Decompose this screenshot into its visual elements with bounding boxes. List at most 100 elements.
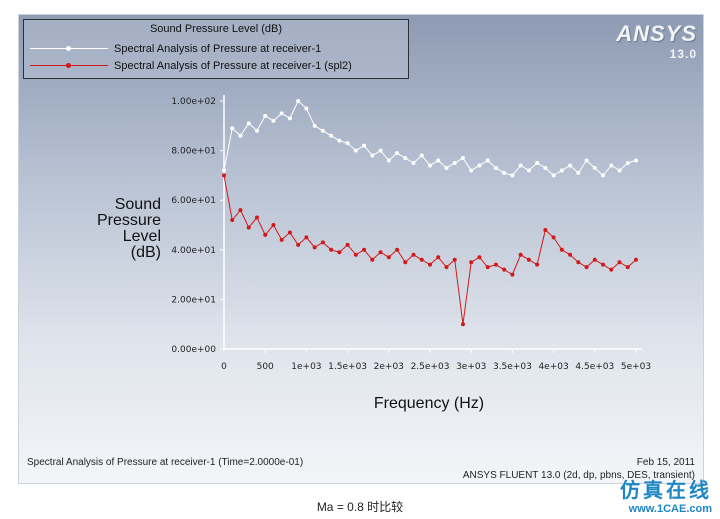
series-point-2 xyxy=(345,242,350,247)
x-tick-label: 3e+03 xyxy=(456,362,486,372)
series-point-1 xyxy=(510,173,515,178)
series-point-2 xyxy=(444,265,449,270)
series-point-1 xyxy=(345,141,350,146)
series-point-2 xyxy=(287,230,292,235)
series-point-1 xyxy=(287,116,292,121)
series-point-2 xyxy=(576,260,581,265)
series-point-1 xyxy=(568,163,573,168)
x-axis-label: Frequency (Hz) xyxy=(373,395,485,412)
series-point-1 xyxy=(551,173,556,178)
series-point-2 xyxy=(592,257,597,262)
series-point-2 xyxy=(460,322,465,327)
legend-label-series1: Spectral Analysis of Pressure at receive… xyxy=(114,43,322,55)
series-point-1 xyxy=(403,156,408,161)
series-point-1 xyxy=(337,138,342,143)
series-point-1 xyxy=(395,151,400,156)
series-point-2 xyxy=(320,240,325,245)
watermark-url: www.1CAE.com xyxy=(628,503,712,515)
legend-title: Sound Pressure Level (dB) xyxy=(149,23,283,35)
series-point-1 xyxy=(411,161,416,165)
series-point-2 xyxy=(436,255,441,260)
footer-date: Feb 15, 2011 xyxy=(636,457,695,468)
series-point-1 xyxy=(222,168,226,173)
series-point-2 xyxy=(296,242,301,247)
figure-caption: Ma = 0.8 时比较 xyxy=(316,500,404,514)
series-point-2 xyxy=(403,260,408,265)
series-point-1 xyxy=(320,128,325,133)
series-point-2 xyxy=(428,262,432,267)
series-point-1 xyxy=(535,161,540,165)
series-point-1 xyxy=(370,153,375,158)
series-point-2 xyxy=(502,267,507,272)
series-point-2 xyxy=(271,223,276,227)
x-tick-label: 1e+03 xyxy=(291,362,321,372)
series-point-1 xyxy=(428,163,432,168)
x-tick-label: 2.5e+03 xyxy=(411,362,450,372)
x-tick-label: 500 xyxy=(257,362,274,372)
series-point-2 xyxy=(246,225,251,230)
y-tick-label: 8.00e+01 xyxy=(171,147,216,157)
series-point-1 xyxy=(477,163,482,168)
series-point-2 xyxy=(543,227,548,232)
y-axis-label-line: Sound xyxy=(114,196,161,213)
series-point-1 xyxy=(601,173,606,178)
series-point-2 xyxy=(518,252,523,257)
series-point-2 xyxy=(304,235,309,240)
series-point-1 xyxy=(329,133,334,138)
series-point-1 xyxy=(592,165,597,170)
legend-label-series2: Spectral Analysis of Pressure at receive… xyxy=(114,60,352,72)
series-point-2 xyxy=(469,260,474,265)
logo-version: 13.0 xyxy=(669,47,697,61)
series-point-2 xyxy=(493,262,498,267)
series-point-1 xyxy=(584,158,589,163)
series-point-2 xyxy=(634,257,638,262)
series-point-2 xyxy=(411,252,416,257)
series-point-2 xyxy=(279,237,284,242)
series-point-1 xyxy=(263,113,268,118)
series-point-1 xyxy=(353,148,358,153)
series-point-1 xyxy=(386,158,391,163)
series-point-2 xyxy=(395,247,400,252)
footer-plot-description: Spectral Analysis of Pressure at receive… xyxy=(27,457,304,468)
series-point-2 xyxy=(362,247,367,252)
series-point-1 xyxy=(576,170,581,175)
footer-product-info: ANSYS FLUENT 13.0 (2d, dp, pbns, DES, tr… xyxy=(462,470,695,481)
series-point-1 xyxy=(436,158,441,163)
logo-name: ANSYS xyxy=(616,21,697,46)
x-tick-label: 4e+03 xyxy=(538,362,568,372)
series-point-2 xyxy=(337,250,342,255)
series-point-1 xyxy=(444,165,449,170)
x-tick-label: 4.5e+03 xyxy=(575,362,614,372)
y-tick-label: 2.00e+01 xyxy=(171,295,216,305)
ansys-logo: ANSYS 13.0 xyxy=(616,21,697,61)
series-point-2 xyxy=(510,272,515,277)
series-point-2 xyxy=(419,257,424,262)
series-point-2 xyxy=(485,265,490,270)
series-point-1 xyxy=(230,126,235,131)
legend-entry-series1: Spectral Analysis of Pressure at receive… xyxy=(30,41,321,57)
series-point-1 xyxy=(559,168,564,173)
series-point-1 xyxy=(609,163,614,168)
series-point-1 xyxy=(279,111,284,116)
x-tick-label: 5e+03 xyxy=(621,362,651,372)
legend: Sound Pressure Level (dB) Spectral Analy… xyxy=(23,19,409,79)
series-point-2 xyxy=(386,255,391,260)
y-tick-label: 4.00e+01 xyxy=(171,246,216,256)
series-point-2 xyxy=(329,247,334,252)
x-tick-label: 0 xyxy=(221,362,227,372)
series-point-2 xyxy=(254,215,259,220)
legend-entry-series2: Spectral Analysis of Pressure at receive… xyxy=(30,58,352,74)
y-tick-label: 0.00e+00 xyxy=(171,345,216,355)
series-point-2 xyxy=(584,265,589,270)
spl-chart: 0.00e+00 2.00e+01 4.00e+01 6.00e+01 8.00e+01… xyxy=(171,95,651,372)
series-point-2 xyxy=(312,245,317,250)
series-point-2 xyxy=(551,235,556,240)
series-point-2 xyxy=(370,257,375,262)
series-point-2 xyxy=(617,260,622,265)
x-tick-label: 1.5e+03 xyxy=(328,362,367,372)
series-point-1 xyxy=(518,163,523,168)
series-point-2 xyxy=(238,208,243,213)
series-point-1 xyxy=(296,99,301,103)
y-tick-label: 1.00e+02 xyxy=(171,97,216,107)
series-point-2 xyxy=(609,267,614,272)
